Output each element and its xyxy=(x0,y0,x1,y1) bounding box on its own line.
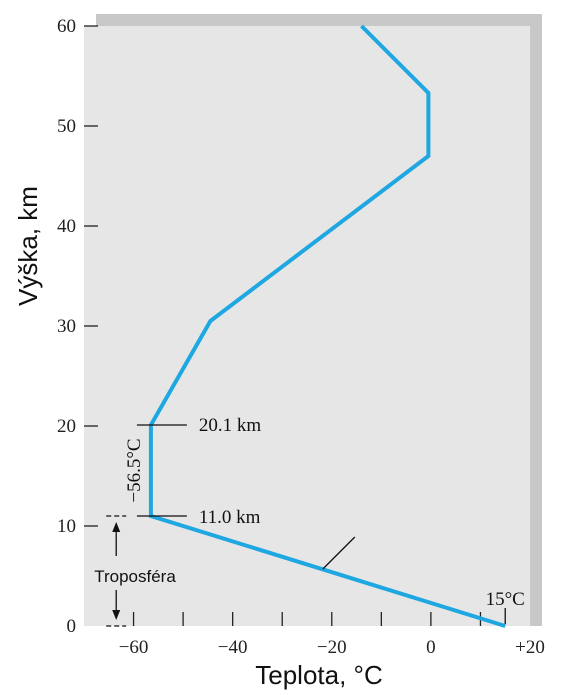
annotation-20-1-km: 20.1 km xyxy=(199,415,262,436)
annotation-15c: 15°C xyxy=(486,589,525,610)
y-axis: 0 10 20 30 40 50 60 xyxy=(57,16,98,637)
y-axis-title: Výška, km xyxy=(13,186,43,306)
plot-background xyxy=(84,26,530,626)
troposphere-label: Troposféra xyxy=(94,567,176,586)
lapse-rate-marker xyxy=(322,536,356,570)
troposphere-arrowhead-down xyxy=(112,610,121,620)
x-axis: −60 −40 −20 0 +20 xyxy=(119,612,545,658)
y-tick-label: 30 xyxy=(57,316,76,337)
x-tick-label: −20 xyxy=(317,637,347,658)
y-tick-label: 10 xyxy=(57,516,76,537)
x-tick-label: +20 xyxy=(515,637,545,658)
annotation-minus-56-5-c: −56.5°C xyxy=(124,438,145,502)
troposphere-arrowhead-up xyxy=(112,522,121,532)
x-tick-label: −40 xyxy=(218,637,248,658)
x-tick-label: 0 xyxy=(426,637,436,658)
x-tick-label: −60 xyxy=(119,637,149,658)
y-tick-label: 0 xyxy=(67,616,77,637)
y-tick-label: 60 xyxy=(57,16,76,37)
y-tick-label: 50 xyxy=(57,116,76,137)
y-tick-label: 40 xyxy=(57,216,76,237)
x-axis-title: Teplota, °C xyxy=(255,660,382,690)
annotation-11-0-km: 11.0 km xyxy=(199,507,261,528)
y-tick-label: 20 xyxy=(57,416,76,437)
